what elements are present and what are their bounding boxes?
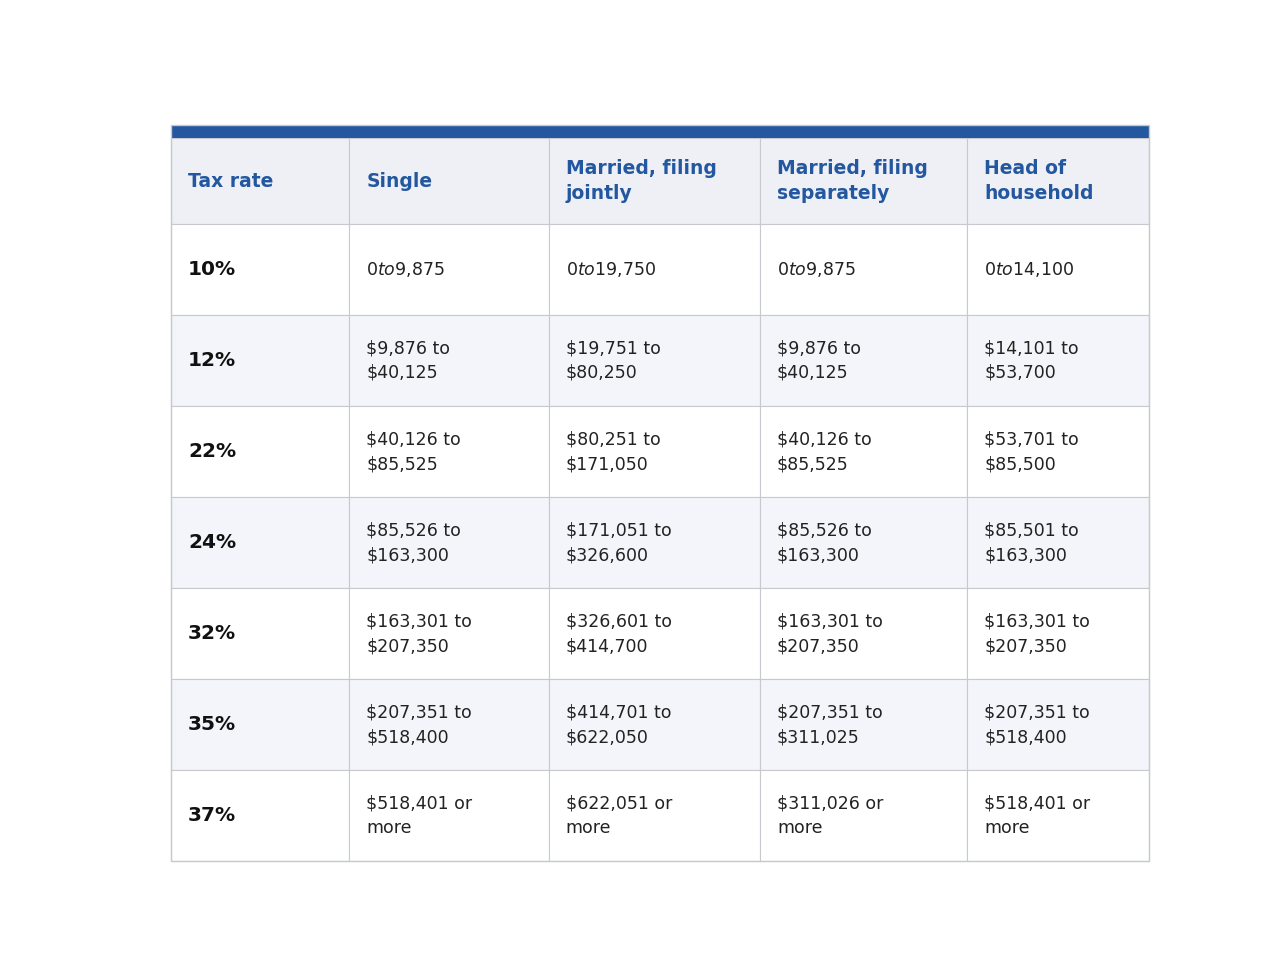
- Bar: [549, 770, 760, 861]
- Text: 24%: 24%: [188, 534, 236, 552]
- Bar: [171, 224, 349, 316]
- Bar: [760, 224, 967, 316]
- Bar: [349, 680, 549, 770]
- Text: 37%: 37%: [188, 806, 236, 825]
- Bar: [760, 138, 967, 224]
- Text: 32%: 32%: [188, 624, 236, 644]
- Bar: [549, 316, 760, 406]
- Text: $207,351 to
$518,400: $207,351 to $518,400: [984, 704, 1090, 746]
- Text: $85,501 to
$163,300: $85,501 to $163,300: [984, 522, 1079, 564]
- Bar: [967, 770, 1149, 861]
- Text: $40,126 to
$85,525: $40,126 to $85,525: [777, 431, 872, 473]
- Text: Head of
household: Head of household: [984, 159, 1094, 204]
- Text: $9,876 to
$40,125: $9,876 to $40,125: [366, 340, 450, 382]
- Bar: [171, 138, 349, 224]
- Bar: [349, 588, 549, 680]
- Bar: [760, 406, 967, 498]
- Text: 22%: 22%: [188, 442, 236, 462]
- Bar: [349, 406, 549, 498]
- Bar: [171, 588, 349, 680]
- Bar: [760, 316, 967, 406]
- Bar: [549, 406, 760, 498]
- Text: $622,051 or
more: $622,051 or more: [565, 795, 672, 837]
- Text: $163,301 to
$207,350: $163,301 to $207,350: [777, 613, 882, 656]
- Bar: [549, 138, 760, 224]
- Text: $14,101 to
$53,700: $14,101 to $53,700: [984, 340, 1079, 382]
- Bar: [967, 138, 1149, 224]
- Text: $85,526 to
$163,300: $85,526 to $163,300: [366, 522, 461, 564]
- Text: Tax rate: Tax rate: [188, 171, 273, 191]
- Text: $53,701 to
$85,500: $53,701 to $85,500: [984, 431, 1079, 473]
- Text: 10%: 10%: [188, 260, 236, 280]
- Bar: [171, 770, 349, 861]
- Bar: [349, 498, 549, 588]
- Bar: [349, 770, 549, 861]
- Text: $9,876 to
$40,125: $9,876 to $40,125: [777, 340, 860, 382]
- Bar: [967, 406, 1149, 498]
- Bar: [349, 138, 549, 224]
- Bar: [760, 498, 967, 588]
- Bar: [171, 498, 349, 588]
- Bar: [549, 588, 760, 680]
- Text: $207,351 to
$518,400: $207,351 to $518,400: [366, 704, 471, 746]
- Text: $0 to $19,750: $0 to $19,750: [565, 260, 656, 280]
- Bar: [171, 316, 349, 406]
- Text: $518,401 or
more: $518,401 or more: [366, 795, 473, 837]
- Text: $80,251 to
$171,050: $80,251 to $171,050: [565, 431, 661, 473]
- Bar: [549, 498, 760, 588]
- Text: $163,301 to
$207,350: $163,301 to $207,350: [984, 613, 1090, 656]
- Text: $40,126 to
$85,525: $40,126 to $85,525: [366, 431, 461, 473]
- Bar: [967, 224, 1149, 316]
- Text: Married, filing
separately: Married, filing separately: [777, 159, 927, 204]
- Bar: [760, 770, 967, 861]
- Bar: [549, 224, 760, 316]
- Text: $326,601 to
$414,700: $326,601 to $414,700: [565, 613, 671, 656]
- Text: $0 to $9,875: $0 to $9,875: [366, 260, 444, 280]
- Bar: [967, 680, 1149, 770]
- Text: Single: Single: [366, 171, 433, 191]
- Bar: [549, 680, 760, 770]
- Bar: [967, 498, 1149, 588]
- Text: $19,751 to
$80,250: $19,751 to $80,250: [565, 340, 661, 382]
- Text: $311,026 or
more: $311,026 or more: [777, 795, 884, 837]
- Bar: [171, 680, 349, 770]
- Bar: [760, 588, 967, 680]
- Text: $207,351 to
$311,025: $207,351 to $311,025: [777, 704, 882, 746]
- Text: Married, filing
jointly: Married, filing jointly: [565, 159, 716, 204]
- Bar: [349, 224, 549, 316]
- Bar: [349, 316, 549, 406]
- Bar: [171, 125, 1149, 138]
- Text: $171,051 to
$326,600: $171,051 to $326,600: [565, 522, 671, 564]
- Text: 12%: 12%: [188, 352, 236, 370]
- Text: $414,701 to
$622,050: $414,701 to $622,050: [565, 704, 671, 746]
- Text: $163,301 to
$207,350: $163,301 to $207,350: [366, 613, 471, 656]
- Text: $85,526 to
$163,300: $85,526 to $163,300: [777, 522, 872, 564]
- Text: $518,401 or
more: $518,401 or more: [984, 795, 1091, 837]
- Text: $0 to $9,875: $0 to $9,875: [777, 260, 855, 280]
- Text: 35%: 35%: [188, 716, 236, 734]
- Bar: [967, 316, 1149, 406]
- Bar: [760, 680, 967, 770]
- Bar: [967, 588, 1149, 680]
- Bar: [171, 406, 349, 498]
- Text: $0 to $14,100: $0 to $14,100: [984, 260, 1074, 280]
